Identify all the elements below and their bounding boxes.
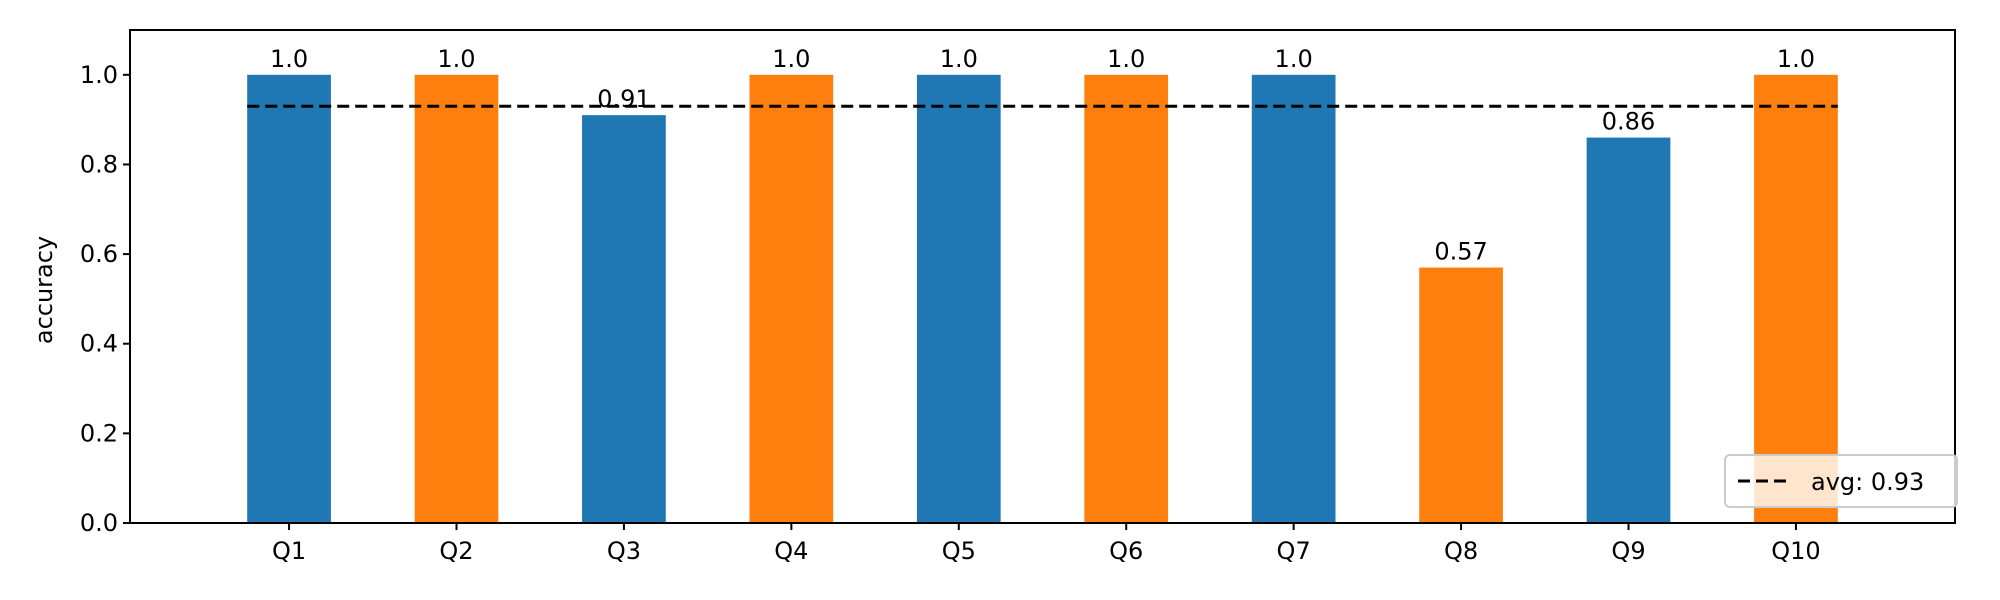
data-label-q9: 0.86 [1602, 108, 1655, 136]
axes-layer: Q1 Q2 Q3 Q4 Q5 Q6 Q7 Q8 Q9 Q10 0.0 0.2 0.4 0.6 0.8 1.0 [80, 29, 1956, 565]
data-label-q7: 1.0 [1275, 45, 1313, 73]
data-label-q1: 1.0 [270, 45, 308, 73]
x-tick-label-q3: Q3 [607, 537, 641, 565]
data-label-q10: 1.0 [1777, 45, 1815, 73]
bar-q4 [749, 74, 834, 524]
x-tick-label-q4: Q4 [774, 537, 808, 565]
data-label-q3: 0.91 [597, 85, 650, 113]
x-tick-label-q8: Q8 [1444, 537, 1478, 565]
y-tick-label: 0.0 [80, 509, 118, 537]
data-label-q4: 1.0 [772, 45, 810, 73]
data-labels-layer: 1.0 1.0 0.91 1.0 1.0 1.0 1.0 0.57 0.86 1.0 [270, 45, 1815, 266]
data-label-q5: 1.0 [940, 45, 978, 73]
plot-frame [129, 29, 1956, 524]
data-label-q6: 1.0 [1107, 45, 1145, 73]
bar-q10 [1754, 74, 1838, 524]
bar-q8 [1419, 267, 1503, 523]
bar-q5 [916, 74, 1001, 524]
data-label-q2: 1.0 [437, 45, 475, 73]
x-tick-label-q5: Q5 [942, 537, 976, 565]
bars-layer [247, 74, 1838, 524]
y-tick-label: 1.0 [80, 61, 118, 89]
y-axis-title: accuracy [30, 236, 58, 344]
y-tick-label: 0.8 [80, 150, 118, 178]
legend-avg-label: avg: 0.93 [1811, 468, 1924, 496]
bar-q2 [414, 74, 499, 524]
x-tick-label-q2: Q2 [439, 537, 473, 565]
y-tick-label: 0.2 [80, 419, 118, 447]
y-tick-label: 0.6 [80, 240, 118, 268]
x-tick-label-q1: Q1 [272, 537, 306, 565]
bar-q7 [1251, 74, 1336, 524]
x-tick-label-q10: Q10 [1771, 537, 1820, 565]
legend-box [1724, 454, 1958, 508]
bar-q6 [1084, 74, 1169, 524]
bar-q3 [582, 115, 666, 524]
bar-q1 [247, 74, 331, 524]
y-tick-label: 0.4 [80, 330, 118, 358]
legend: avg: 0.93 [1724, 454, 1958, 508]
bar-q9 [1586, 137, 1671, 523]
x-tick-label-q6: Q6 [1109, 537, 1143, 565]
data-label-q8: 0.57 [1434, 238, 1487, 266]
x-tick-label-q7: Q7 [1277, 537, 1311, 565]
x-tick-label-q9: Q9 [1611, 537, 1645, 565]
